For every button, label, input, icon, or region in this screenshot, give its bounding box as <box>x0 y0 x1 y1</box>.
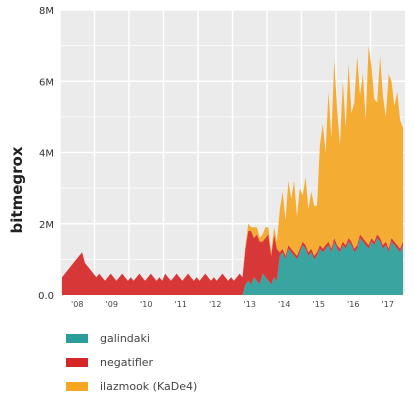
y-tick-label: 2M <box>39 220 54 231</box>
x-tick-label: '08 <box>71 300 83 309</box>
legend-item: galindaki <box>66 326 197 350</box>
y-tick-label: 6M <box>39 77 54 88</box>
x-tick-label: '13 <box>244 300 256 309</box>
legend-item: ilazmook (KaDe4) <box>66 374 197 398</box>
area-series <box>62 45 403 281</box>
legend-label: negatifler <box>100 355 154 369</box>
y-tick-label: 8M <box>39 6 54 17</box>
x-tick-label: '14 <box>278 300 290 309</box>
x-tick-label: '17 <box>382 300 394 309</box>
series-areas <box>62 45 403 295</box>
y-tick-label: 0.0 <box>38 291 54 302</box>
legend: galindaki negatifler ilazmook (KaDe4) <box>66 326 197 398</box>
x-tick-label: '12 <box>209 300 221 309</box>
x-tick-label: '10 <box>140 300 152 309</box>
legend-swatch <box>66 381 88 391</box>
y-tick-label: 4M <box>39 149 54 160</box>
y-axis-label: bitmegrox <box>8 146 26 233</box>
x-tick-label: '11 <box>175 300 187 309</box>
area-series <box>62 230 403 295</box>
area-series <box>62 238 403 295</box>
legend-item: negatifler <box>66 350 197 374</box>
legend-swatch <box>66 333 88 343</box>
legend-label: galindaki <box>100 331 150 345</box>
y-axis-ticks: 0.0 2M 4M 6M 8M <box>38 6 54 302</box>
x-tick-label: '16 <box>347 300 359 309</box>
x-tick-label: '09 <box>106 300 118 309</box>
legend-swatch <box>66 357 88 367</box>
x-tick-label: '15 <box>313 300 325 309</box>
x-axis-ticks: '08 '09 '10 '11 '12 '13 '14 '15 '16 '17 <box>71 300 394 309</box>
legend-label: ilazmook (KaDe4) <box>100 379 198 393</box>
